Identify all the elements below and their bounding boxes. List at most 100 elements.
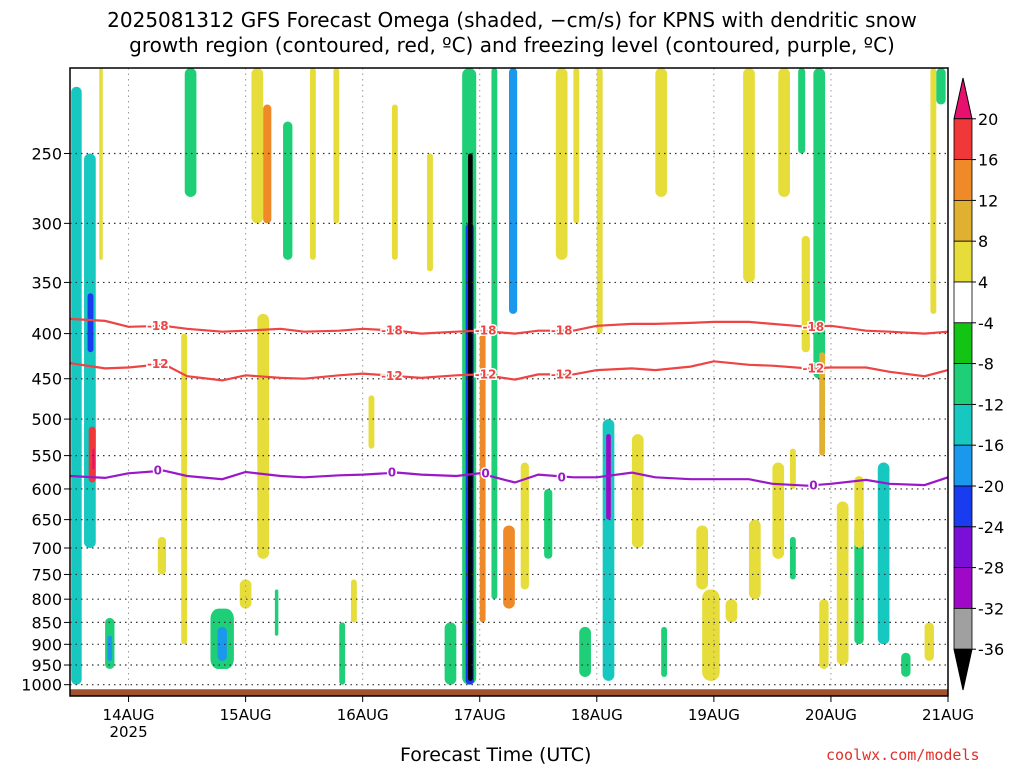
y-tick-label: 600 <box>31 480 62 499</box>
colorbar-swatch <box>953 240 973 283</box>
omega-cell <box>772 462 785 559</box>
omega-cell <box>479 333 486 623</box>
contour-label: -18 <box>147 319 169 333</box>
axes: 250 300 350 400 450 500 550 600 650 700 750 800 850 9… <box>21 67 974 741</box>
contour-label: -12 <box>147 357 169 371</box>
omega-cell <box>801 235 810 353</box>
x-tick-label: 20AUG <box>805 706 857 724</box>
y-tick-label: 950 <box>31 656 62 675</box>
colorbar-bottom-arrow <box>953 648 973 691</box>
colorbar-label: -20 <box>978 477 1004 496</box>
omega-cell <box>283 121 293 260</box>
colorbar-label: -24 <box>978 518 1004 537</box>
omega-cell <box>798 68 806 154</box>
omega-cell <box>743 68 755 283</box>
contour-label: 0 <box>809 479 817 493</box>
gridlines <box>70 68 949 696</box>
y-tick-label: 300 <box>31 214 62 233</box>
colorbar-swatch <box>953 403 973 446</box>
omega-cell <box>854 475 864 549</box>
omega-cell <box>836 501 849 666</box>
omega-cell <box>555 68 568 260</box>
colorbar-swatch <box>953 159 973 201</box>
y-tick-label: 750 <box>31 565 62 584</box>
omega-cell <box>87 293 94 353</box>
contour-label: -18 <box>803 320 825 334</box>
colorbar-swatch <box>953 322 973 364</box>
colorbar-swatch <box>953 567 973 609</box>
colorbar-label: -16 <box>978 436 1004 455</box>
contour-label: 0 <box>481 466 489 480</box>
contour-label: -12 <box>551 367 573 381</box>
omega-cell <box>696 525 709 590</box>
y-tick-label: 400 <box>31 325 62 344</box>
omega-cell <box>778 68 790 197</box>
colorbar-label: -4 <box>978 314 994 333</box>
y-tick-label: 550 <box>31 447 62 466</box>
x-tick-label: 17AUG <box>454 706 506 724</box>
omega-cell <box>339 622 346 685</box>
x-tick-label: 15AUG <box>220 706 272 724</box>
colorbar-swatch <box>953 485 973 528</box>
omega-cell <box>789 536 796 580</box>
ground-layer <box>70 689 948 696</box>
y-tick-label: 800 <box>31 590 62 609</box>
contour-label: -12 <box>381 369 403 383</box>
omega-cell <box>468 153 473 681</box>
ground-band <box>70 689 948 696</box>
omega-cell <box>391 104 398 260</box>
omega-cell <box>309 68 316 260</box>
omega-cell <box>789 448 796 489</box>
plot-frame <box>69 67 949 697</box>
y-tick-label: 700 <box>31 539 62 558</box>
y-tick-label: 500 <box>31 410 62 429</box>
colorbar-label: 4 <box>978 273 988 292</box>
contour-label: -12 <box>475 367 497 381</box>
omega-cell <box>239 579 252 609</box>
colorbar-label: -28 <box>978 559 1004 578</box>
y-tick-label: 350 <box>31 273 62 292</box>
omega-cell <box>217 626 227 661</box>
contour-label: -18 <box>475 324 497 338</box>
y-tick-label: 250 <box>31 144 62 163</box>
omega-cell <box>655 68 668 197</box>
omega-cell <box>181 333 188 645</box>
omega-cell <box>107 635 113 661</box>
omega-cell <box>930 68 937 314</box>
y-tick-label: 900 <box>31 635 62 654</box>
colorbar-label: -12 <box>978 395 1004 414</box>
contour-label: -18 <box>381 324 403 338</box>
omega-cell <box>92 448 95 470</box>
omega-cell <box>573 68 580 224</box>
colorbar-label: 16 <box>978 151 998 170</box>
contour-layer: -18 -18 -18 -18 -18 -12 -12 -12 -12 -12 0 0 0 0 0 <box>69 317 949 494</box>
omega-cell <box>819 599 829 670</box>
credit-text: coolwx.com/models <box>826 746 980 764</box>
x-axis-label: Forecast Time (UTC) <box>400 744 592 766</box>
x-tick-label: 16AUG <box>337 706 389 724</box>
colorbar-label: 12 <box>978 191 998 210</box>
x-tick-label: 21AUG <box>922 706 974 724</box>
omega-cell <box>520 462 529 590</box>
colorbar-swatch <box>953 526 973 568</box>
omega-cell <box>71 86 82 685</box>
colorbar-label: 8 <box>978 232 988 251</box>
colorbar-swatch <box>953 199 973 242</box>
omega-cell <box>901 652 911 677</box>
omega-cell <box>661 626 668 677</box>
omega-cell <box>602 419 615 681</box>
x-year-label: 2025 <box>109 723 147 741</box>
omega-cell <box>702 589 720 681</box>
contour-label: -18 <box>551 324 573 338</box>
omega-cell <box>579 626 591 677</box>
colorbar: 20 16 12 8 4 -4 -8 -12 -16 -20 -24 -28 -32 -36 <box>953 77 1004 691</box>
omega-cell <box>157 536 166 575</box>
chart-title-line-1: 2025081312 GFS Forecast Omega (shaded, −… <box>107 8 917 32</box>
y-tick-label: 450 <box>31 370 62 389</box>
omega-cell <box>748 519 761 600</box>
colorbar-top-arrow <box>953 77 973 120</box>
omega-cell <box>544 488 553 559</box>
omega-cell <box>877 462 890 645</box>
shading-layer <box>71 68 946 685</box>
